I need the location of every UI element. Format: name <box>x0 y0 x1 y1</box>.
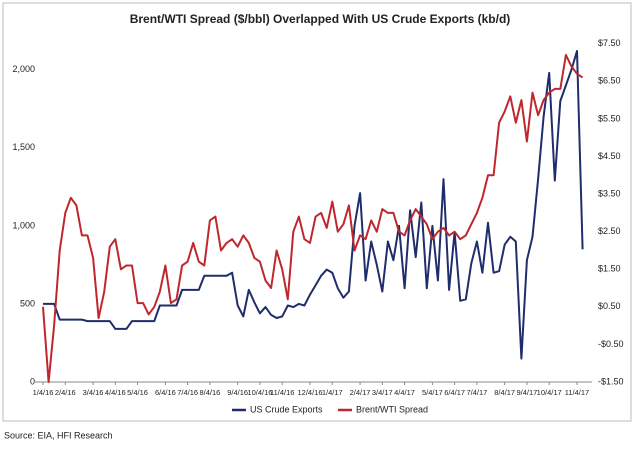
y-tick-label: 1,500 <box>12 142 35 152</box>
legend-label: Brent/WTI Spread <box>356 404 428 414</box>
x-tick-label: 7/4/16 <box>177 388 198 397</box>
y2-tick-label: -$0.50 <box>598 339 624 349</box>
x-tick-label: 3/4/16 <box>83 388 104 397</box>
x-tick-label: 6/4/16 <box>155 388 176 397</box>
y2-tick-label: $1.50 <box>598 264 621 274</box>
source-note: Source: EIA, HFI Research <box>4 430 113 440</box>
series-line <box>42 54 584 383</box>
x-tick-label: 2/4/16 <box>55 388 76 397</box>
x-tick-label: 8/4/16 <box>199 388 220 397</box>
x-tick-label: 4/4/17 <box>394 388 415 397</box>
x-tick-label: 6/4/17 <box>444 388 465 397</box>
y2-tick-label: $0.50 <box>598 301 621 311</box>
y2-tick-label: $2.50 <box>598 226 621 236</box>
y-tick-label: 0 <box>30 376 35 386</box>
chart-frame <box>2 2 632 422</box>
x-tick-label: 5/4/16 <box>127 388 148 397</box>
x-tick-label: 3/4/17 <box>372 388 393 397</box>
y2-tick-label: $4.50 <box>598 151 621 161</box>
y2-tick-label: $3.50 <box>598 188 621 198</box>
x-tick-label: 1/4/17 <box>322 388 343 397</box>
chart-title: Brent/WTI Spread ($/bbl) Overlapped With… <box>130 12 511 26</box>
x-tick-label: 11/4/17 <box>565 388 589 397</box>
y2-tick-label: $5.50 <box>598 113 621 123</box>
y2-tick-label: $7.50 <box>598 38 621 48</box>
x-tick-label: 9/4/17 <box>517 388 538 397</box>
y2-tick-label: -$1.50 <box>598 376 624 386</box>
legend-label: US Crude Exports <box>250 404 323 414</box>
x-tick-label: 10/4/17 <box>537 388 562 397</box>
x-tick-label: 5/4/17 <box>422 388 443 397</box>
y-tick-label: 500 <box>20 298 35 308</box>
x-tick-label: 10/4/16 <box>247 388 272 397</box>
x-tick-label: 7/4/17 <box>466 388 487 397</box>
series-line <box>43 50 584 360</box>
x-tick-label: 2/4/17 <box>350 388 371 397</box>
x-tick-label: 4/4/16 <box>105 388 126 397</box>
x-tick-label: 11/4/16 <box>270 388 294 397</box>
x-tick-label: 8/4/17 <box>494 388 515 397</box>
x-tick-label: 1/4/16 <box>33 388 54 397</box>
y-tick-label: 2,000 <box>12 64 35 74</box>
x-tick-label: 9/4/16 <box>227 388 248 397</box>
x-tick-label: 12/4/16 <box>297 388 322 397</box>
y2-tick-label: $6.50 <box>598 76 621 86</box>
y-tick-label: 1,000 <box>12 220 35 230</box>
